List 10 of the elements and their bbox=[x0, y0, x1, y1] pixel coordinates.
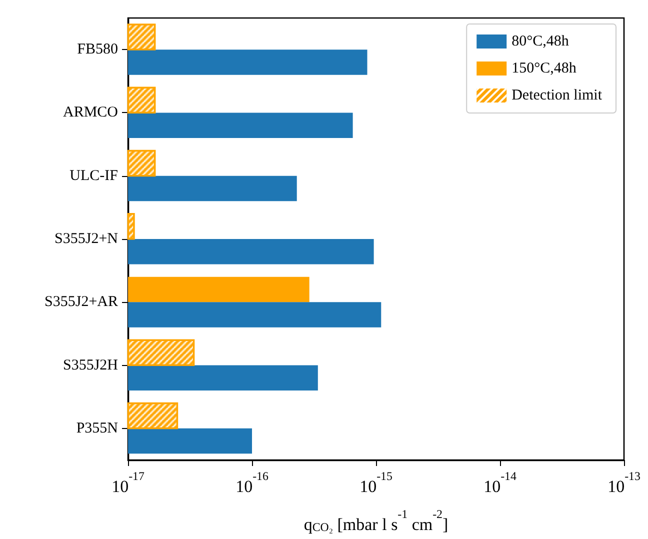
y-tick-label: P355N bbox=[76, 420, 118, 436]
y-tick-label: S355J2+N bbox=[54, 231, 118, 247]
y-tick-label: S355J2+AR bbox=[44, 294, 118, 310]
y-tick-label: ARMCO bbox=[62, 104, 118, 121]
legend-label: 80°C,48h bbox=[512, 34, 570, 50]
y-tick-label: ULC-IF bbox=[70, 168, 118, 184]
legend-label: Detection limit bbox=[512, 88, 603, 104]
y-tick-label: S355J2H bbox=[62, 357, 118, 374]
legend-label: 150°C,48h bbox=[512, 60, 577, 76]
y-tick-label: FB580 bbox=[77, 42, 118, 58]
